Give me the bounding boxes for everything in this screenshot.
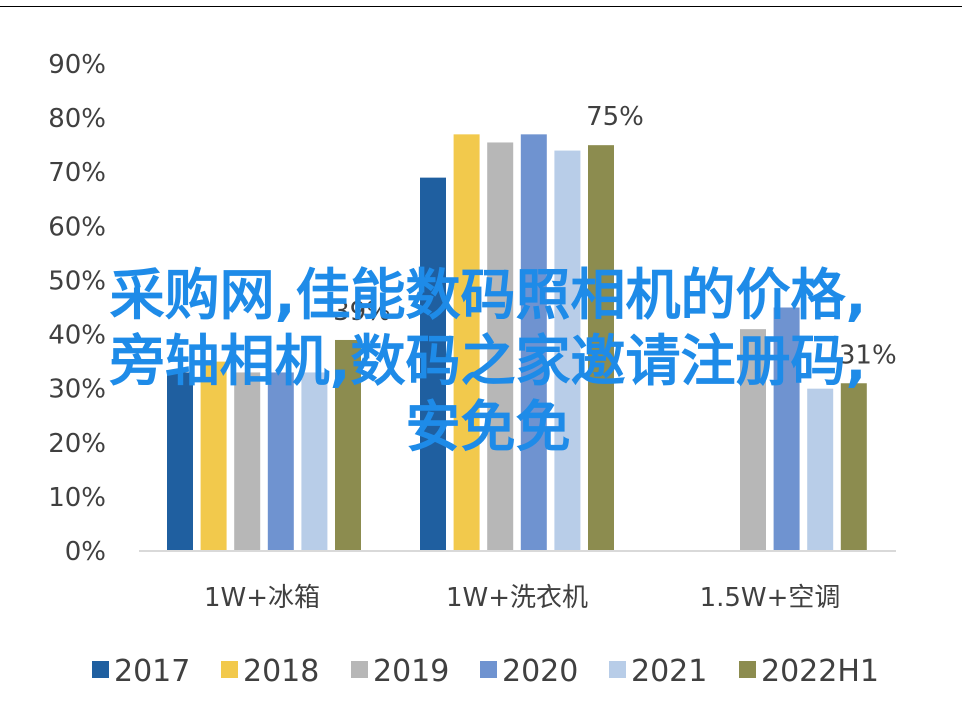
y-tick-label: 60% xyxy=(48,212,106,242)
y-tick-label: 80% xyxy=(48,104,106,134)
data-labels-group: 39% 75% 31% xyxy=(333,102,897,370)
x-category-label: 1W+冰箱 xyxy=(204,583,320,613)
legend-swatch-2018 xyxy=(221,661,238,678)
y-tick-label: 10% xyxy=(48,483,106,513)
legend-label: 2022H1 xyxy=(761,654,879,689)
bar-2017-0 xyxy=(167,372,193,551)
bar-2021-0 xyxy=(301,372,328,551)
bars-group xyxy=(167,134,867,552)
bar-2020-1 xyxy=(520,134,547,551)
data-label: 31% xyxy=(839,340,897,370)
bar-2020-0 xyxy=(267,372,294,551)
legend-swatch-2019 xyxy=(351,661,368,678)
x-category-label: 1W+洗衣机 xyxy=(446,583,588,613)
bar-2022H1-1 xyxy=(588,145,614,551)
legend: 2017 2018 2019 2020 2021 2022H1 xyxy=(92,654,879,689)
y-tick-label: 30% xyxy=(48,375,106,405)
legend-label: 2020 xyxy=(502,654,578,689)
legend-label: 2021 xyxy=(631,654,707,689)
legend-swatch-2020 xyxy=(480,661,497,678)
bar-2018-0 xyxy=(200,361,227,551)
data-label: 39% xyxy=(333,297,391,327)
y-tick-label: 40% xyxy=(48,321,106,351)
bar-2019-1 xyxy=(487,142,514,551)
data-label: 75% xyxy=(586,102,644,132)
y-tick-label: 50% xyxy=(48,266,106,296)
bar-2021-2 xyxy=(807,388,834,551)
bar-2022H1-2 xyxy=(840,383,867,551)
bar-2019-0 xyxy=(234,372,261,551)
legend-label: 2019 xyxy=(373,654,449,689)
legend-swatch-2017 xyxy=(92,661,109,678)
bar-2022H1-0 xyxy=(335,339,361,551)
y-tick-label: 90% xyxy=(48,50,106,80)
legend-label: 2018 xyxy=(243,654,319,689)
legend-swatch-2021 xyxy=(609,661,626,678)
top-border-line xyxy=(0,6,962,7)
legend-swatch-2022H1 xyxy=(739,661,756,678)
y-tick-label: 70% xyxy=(48,158,106,188)
legend-label: 2017 xyxy=(114,654,190,689)
x-category-label: 1.5W+空调 xyxy=(700,583,841,613)
y-tick-label: 20% xyxy=(48,429,106,459)
bar-2018-1 xyxy=(453,134,480,551)
y-tick-label: 0% xyxy=(65,537,106,567)
bar-2021-1 xyxy=(554,150,581,552)
bar-2019-2 xyxy=(740,329,766,551)
x-axis-labels: 1W+冰箱 1W+洗衣机 1.5W+空调 xyxy=(204,583,840,613)
bar-2020-2 xyxy=(773,307,800,551)
bar-2017-1 xyxy=(420,177,446,551)
y-axis: 0% 10% 20% 30% 40% 50% 60% 70% 80% 90% xyxy=(48,50,106,567)
